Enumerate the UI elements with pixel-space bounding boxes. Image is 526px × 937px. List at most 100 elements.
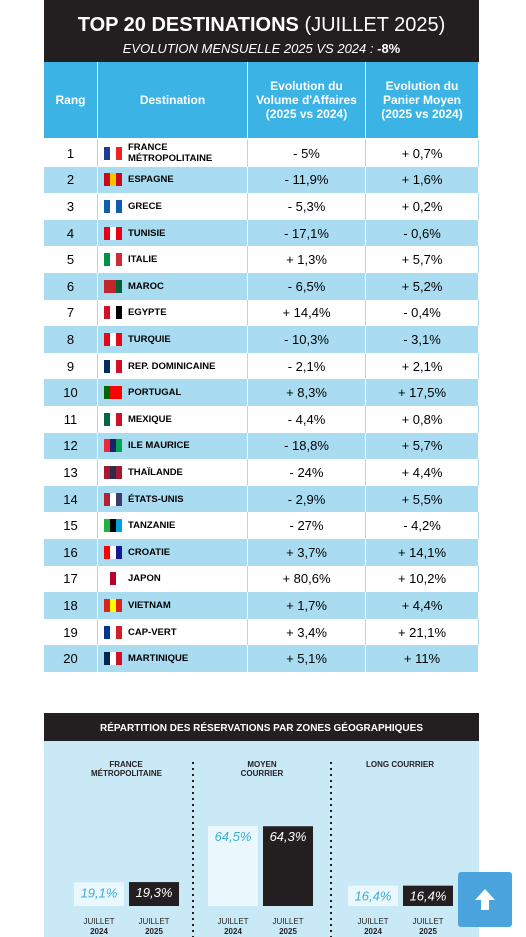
x-tick-word: 2024 <box>224 927 242 936</box>
cell: - 2,9% <box>248 485 366 513</box>
cell-text: GRECE <box>128 200 162 212</box>
cell-text: 14 <box>63 491 78 507</box>
table-row: 4 TUNISIE - 17,1% - 0,6% <box>44 219 479 247</box>
cell-text: + 4,4% <box>401 597 443 613</box>
cell-text: MAROC <box>128 280 164 292</box>
bar <box>403 885 453 906</box>
cell: + 80,6% <box>248 565 366 593</box>
cell-text: 15 <box>63 518 78 534</box>
cell: 16 <box>44 539 98 566</box>
cell-text: 11 <box>63 411 78 427</box>
destination-cell: THAÏLANDE <box>98 459 248 486</box>
cell-text: PORTUGAL <box>128 387 182 399</box>
cell: - 2,1% <box>248 352 366 380</box>
flag <box>104 226 122 240</box>
table-row: 13 THAÏLANDE - 24% + 4,4% <box>44 459 479 486</box>
cell: 13 <box>44 459 98 486</box>
cell: 6 <box>44 273 98 300</box>
cell-text: - 10,3% <box>284 331 329 347</box>
cell-text: + 14,4% <box>282 305 331 321</box>
cell: - 4,4% <box>248 406 366 433</box>
flag <box>104 572 122 586</box>
arrow-icon <box>475 889 495 910</box>
x-tick-word: 2024 <box>364 927 382 936</box>
cell-text: + 5,2% <box>401 278 443 294</box>
bar <box>208 826 258 906</box>
destination-cell: TUNISIE <box>98 219 248 247</box>
cell: + 3,7% <box>248 539 366 566</box>
cell: + 0,7% <box>366 140 479 167</box>
bar <box>263 826 313 906</box>
cell-text: + 1,7% <box>286 597 327 613</box>
table-row: 15 TANZANIE - 27% - 4,2% <box>44 512 479 539</box>
cell-text: FRANCE MÉTROPOLITAINE <box>128 142 213 165</box>
flag <box>104 545 122 559</box>
cell-text: TANZANIE <box>128 520 176 532</box>
cell-text: 1 <box>66 145 75 161</box>
cell: 2 <box>44 166 98 194</box>
table-row: 14 ÉTATS-UNIS - 2,9% + 5,5% <box>44 485 479 513</box>
value-label: 19,3% <box>136 885 173 900</box>
cell: + 0,2% <box>366 193 479 220</box>
cell: - 5% <box>248 140 366 167</box>
value-label: 16,4% <box>355 889 392 904</box>
title-line: TOP 20 DESTINATIONS (JUILLET 2025) <box>44 14 479 37</box>
cell-text: - 4,4% <box>287 411 326 427</box>
cell-text: 5 <box>66 252 75 268</box>
cell-text: ESPAGNE <box>128 174 174 186</box>
title-bar: TOP 20 DESTINATIONS (JUILLET 2025) EVOLU… <box>44 0 479 62</box>
bar <box>129 882 179 906</box>
cell-text: THAÏLANDE <box>128 466 183 478</box>
cell-text: - 0,6% <box>403 225 441 241</box>
cell-text: + 4,4% <box>401 464 443 480</box>
cell-text: + 11% <box>403 651 441 667</box>
cell-text: 17 <box>63 571 78 587</box>
destination-cell: ÉTATS-UNIS <box>98 485 248 513</box>
cell: 15 <box>44 512 98 539</box>
flag <box>104 279 122 293</box>
cell-text: + 5,5% <box>401 491 443 507</box>
group-label: MOYEN COURRIER <box>240 760 284 778</box>
cell-text: ILE MAURICE <box>128 440 190 452</box>
table-row: 2 ESPAGNE - 11,9% + 1,6% <box>44 166 479 194</box>
group-label-box: LONG COURRIER <box>366 760 434 769</box>
cell: + 4,4% <box>366 459 479 486</box>
flag <box>104 412 122 426</box>
flag <box>104 652 122 666</box>
x-tick-word: 2025 <box>419 927 437 936</box>
cell-text: VIETNAM <box>128 599 171 611</box>
destination-cell: GRECE <box>98 193 248 220</box>
cell-text: ITALIE <box>128 254 158 266</box>
cell-text: - 4,2% <box>403 518 441 534</box>
cell-text: 12 <box>63 438 78 454</box>
cell-text: - 11,9% <box>284 172 329 188</box>
cell-text: - 17,1% <box>284 225 329 241</box>
cell: + 3,4% <box>248 618 366 646</box>
cell-text: + 0,8% <box>401 411 443 427</box>
x-tick-label: JUILLET 2024 <box>83 917 114 936</box>
destination-cell: MAROC <box>98 273 248 300</box>
cell: - 10,3% <box>248 326 366 353</box>
cell-text: + 1,3% <box>286 252 327 268</box>
arrow <box>475 889 495 910</box>
cell: 7 <box>44 299 98 327</box>
cell: + 4,4% <box>366 592 479 619</box>
x-tick-label: JUILLET 2024 <box>357 917 388 936</box>
cell: + 5,1% <box>248 645 366 672</box>
destination-cell: CROATIE <box>98 539 248 566</box>
cell: - 27% <box>248 512 366 539</box>
flag <box>104 439 122 453</box>
cell: + 1,6% <box>366 166 479 194</box>
chart-title-bar <box>44 713 479 741</box>
flag <box>104 598 122 612</box>
chart: RÉPARTITION DES RÉSERVATIONS PAR ZONES G… <box>44 713 479 937</box>
column-header: Evolution du Volume d'Affaires (2025 vs … <box>248 62 366 138</box>
scroll-top-button[interactable] <box>458 872 512 927</box>
cell-text: JAPON <box>128 573 161 585</box>
table-row: 20 MARTINIQUE + 5,1% + 11% <box>44 645 479 672</box>
cell-text: CROATIE <box>128 546 171 558</box>
table-row: 7 EGYPTE + 14,4% - 0,4% <box>44 299 479 327</box>
destination-cell: REP. DOMINICAINE <box>98 352 248 380</box>
cell-text: + 8,3% <box>286 385 327 401</box>
cell: 4 <box>44 219 98 247</box>
